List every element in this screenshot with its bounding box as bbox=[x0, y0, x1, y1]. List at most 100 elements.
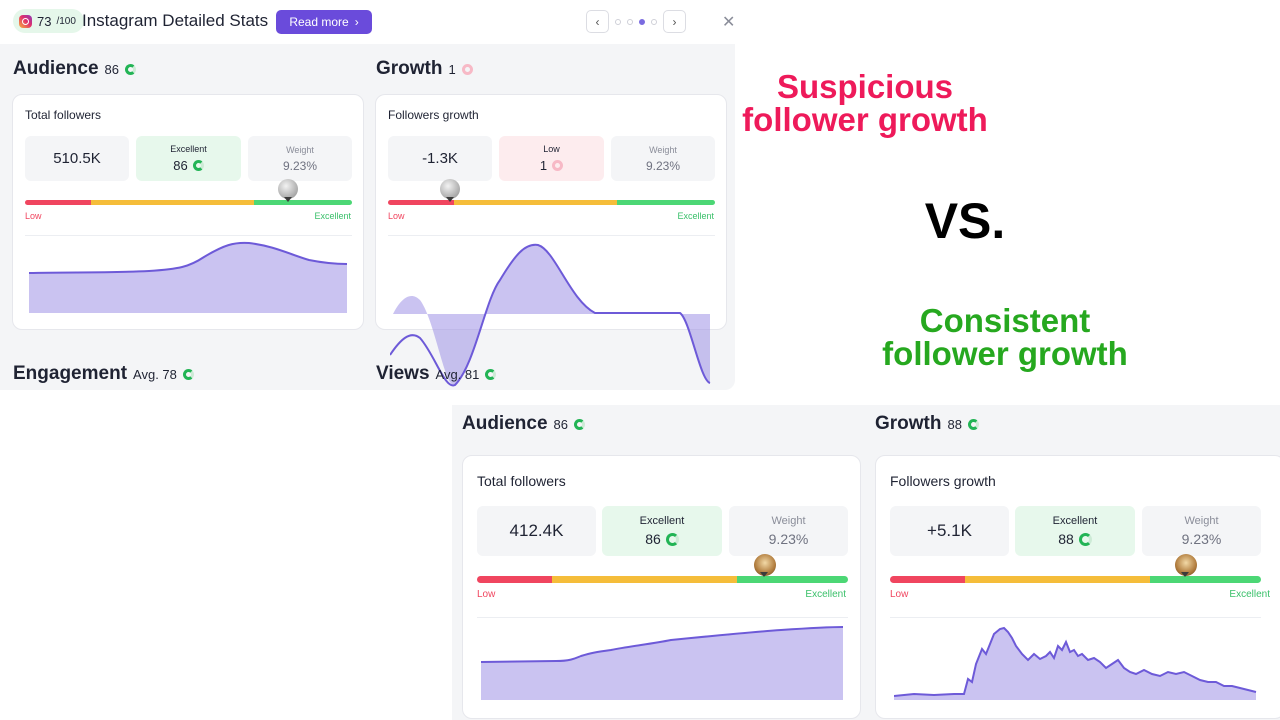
scale-marker bbox=[754, 554, 776, 577]
score-ring-icon bbox=[485, 368, 497, 380]
card-title: Total followers bbox=[477, 473, 566, 489]
consistent-line-1: Consistent bbox=[919, 302, 1091, 339]
rating-scale-bar bbox=[890, 576, 1261, 583]
growth-value-box: +5.1K bbox=[890, 506, 1009, 556]
weight-label: Weight bbox=[771, 515, 806, 527]
trend-area bbox=[481, 627, 843, 700]
divider bbox=[890, 617, 1261, 618]
trend-line bbox=[894, 626, 1257, 697]
suspicious-line-1: Suspicious bbox=[776, 68, 954, 105]
chevron-right-icon: › bbox=[672, 14, 677, 29]
rating-label: Excellent bbox=[639, 515, 685, 527]
score-badge: 73/100 bbox=[13, 9, 84, 33]
rating-box: Excellent 88 bbox=[1015, 506, 1135, 556]
score-ring-icon bbox=[665, 532, 679, 546]
scale-marker bbox=[278, 179, 298, 202]
rating-scale-bar bbox=[388, 200, 715, 205]
card-title: Total followers bbox=[25, 108, 102, 122]
weight-label: Weight bbox=[649, 144, 677, 155]
score-ring-icon bbox=[125, 63, 136, 75]
weight-value: 9.23% bbox=[645, 158, 681, 173]
rating-score: 86 bbox=[645, 531, 661, 547]
top-stats-panel: 73/100 Instagram Detailed Stats Read mor… bbox=[0, 0, 735, 390]
trend-area bbox=[29, 242, 347, 313]
engagement-score: Avg. 78 bbox=[133, 366, 177, 382]
followers-value-box: 412.4K bbox=[477, 506, 596, 556]
weight-value: 9.23% bbox=[768, 531, 809, 547]
weight-value: 9.23% bbox=[282, 158, 318, 173]
scale-low-label: Low bbox=[890, 589, 909, 600]
scale-high-label: Excellent bbox=[1229, 589, 1270, 600]
audience-score: 86 bbox=[553, 416, 568, 432]
rating-score: 86 bbox=[173, 158, 188, 173]
weight-box: Weight 9.23% bbox=[729, 506, 848, 556]
trend-line bbox=[29, 241, 348, 274]
scale-high-label: Excellent bbox=[314, 211, 351, 221]
weight-label: Weight bbox=[286, 144, 314, 155]
followers-value: 412.4K bbox=[509, 521, 564, 540]
views-section-title: Views Avg. 81 bbox=[376, 363, 497, 385]
close-icon[interactable]: ✕ bbox=[722, 14, 735, 31]
scale-marker bbox=[1175, 554, 1197, 577]
score-ring-icon bbox=[192, 160, 204, 171]
followers-growth-card: Followers growth -1.3K Low 1 Weight 9.23… bbox=[375, 94, 727, 330]
total-followers-card: Total followers 412.4K Excellent 86 Weig… bbox=[462, 455, 861, 719]
score-ring-icon bbox=[182, 368, 194, 380]
rating-label: Excellent bbox=[170, 144, 207, 154]
growth-score: 88 bbox=[947, 416, 962, 432]
scale-marker bbox=[440, 179, 460, 202]
chevron-right-icon: › bbox=[354, 15, 359, 29]
audience-section-title: Audience 86 bbox=[13, 58, 136, 80]
rating-scale-bar bbox=[25, 200, 352, 205]
suspicious-line-2: follower growth bbox=[742, 101, 988, 138]
divider bbox=[25, 235, 352, 236]
growth-trend-chart bbox=[894, 626, 1257, 700]
read-more-button[interactable]: Read more › bbox=[276, 10, 372, 34]
growth-value: -1.3K bbox=[422, 150, 458, 167]
followers-growth-card: Followers growth +5.1K Excellent 88 Weig… bbox=[875, 455, 1280, 719]
rating-box: Excellent 86 bbox=[602, 506, 722, 556]
prev-page-button[interactable]: ‹ bbox=[586, 10, 609, 33]
consistent-line-2: follower growth bbox=[882, 335, 1128, 372]
rating-score: 88 bbox=[1058, 531, 1074, 547]
audience-title: Audience bbox=[462, 413, 548, 434]
next-page-button[interactable]: › bbox=[663, 10, 686, 33]
score-ring-icon bbox=[461, 63, 473, 75]
consistent-growth-caption: Consistent follower growth bbox=[860, 304, 1150, 370]
weight-box: Weight 9.23% bbox=[248, 136, 352, 181]
trend-line bbox=[390, 243, 711, 387]
followers-value: 510.5K bbox=[53, 150, 101, 167]
score-value: 73 bbox=[37, 13, 52, 29]
growth-section-title: Growth 1 bbox=[376, 58, 473, 80]
weight-box: Weight 9.23% bbox=[611, 136, 715, 181]
scale-low-label: Low bbox=[388, 211, 405, 221]
followers-value-box: 510.5K bbox=[25, 136, 129, 181]
weight-box: Weight 9.23% bbox=[1142, 506, 1261, 556]
weight-label: Weight bbox=[1184, 515, 1219, 527]
growth-value: +5.1K bbox=[927, 521, 972, 540]
rating-box: Excellent 86 bbox=[136, 136, 241, 181]
rating-scale-bar bbox=[477, 576, 848, 583]
suspicious-growth-caption: Suspicious follower growth bbox=[735, 70, 995, 136]
trend-line bbox=[481, 626, 844, 663]
rating-label: Low bbox=[543, 144, 560, 154]
audience-section-title: Audience 86 bbox=[462, 413, 585, 435]
bottom-stats-panel: Audience 86 Total followers 412.4K Excel… bbox=[452, 405, 1280, 720]
card-title: Followers growth bbox=[890, 473, 996, 489]
pager-dot[interactable] bbox=[651, 18, 657, 25]
chevron-left-icon: ‹ bbox=[595, 14, 600, 29]
weight-value: 9.23% bbox=[1181, 531, 1222, 547]
scale-high-label: Excellent bbox=[677, 211, 714, 221]
pager-dot-active[interactable] bbox=[639, 18, 645, 25]
pager-dot[interactable] bbox=[615, 18, 621, 25]
instagram-icon bbox=[19, 14, 32, 28]
score-ring-icon bbox=[1078, 532, 1092, 546]
score-ring-icon bbox=[967, 418, 979, 430]
audience-title: Audience bbox=[13, 58, 99, 79]
divider bbox=[388, 235, 715, 236]
vs-caption: VS. bbox=[924, 193, 1006, 249]
pager-dot[interactable] bbox=[627, 18, 633, 25]
card-title: Followers growth bbox=[388, 108, 479, 122]
audience-score: 86 bbox=[104, 61, 119, 77]
trend-area bbox=[894, 628, 1256, 700]
